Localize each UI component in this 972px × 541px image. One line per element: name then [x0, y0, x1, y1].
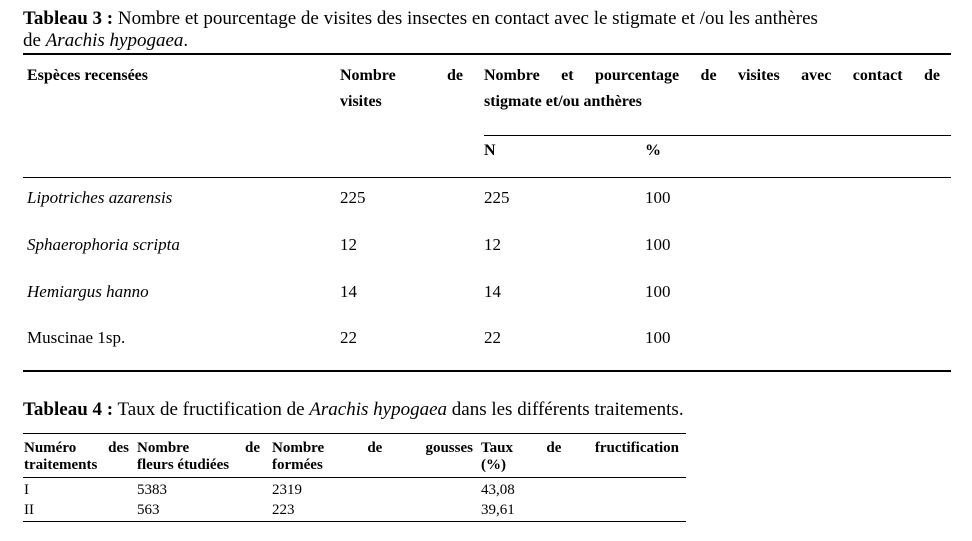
table3-caption-text: Nombre et pourcentage de visites des ins… — [113, 8, 818, 29]
visits-cell: 12 — [340, 235, 357, 254]
pods-cell: 2319 — [272, 482, 302, 498]
table3-caption: Tableau 3 : Nombre et pourcentage de vis… — [23, 8, 818, 30]
header-word: gousses — [425, 440, 473, 456]
table4-top-rule — [23, 433, 686, 434]
table3-caption-prefix: de — [23, 30, 46, 51]
table4-header-col2-line2: fleurs étudiées — [137, 457, 230, 473]
header-word: visites — [737, 67, 780, 84]
table3-header-visits-line2: visites — [340, 93, 382, 110]
n-cell: 12 — [484, 235, 501, 254]
species-cell: Hemiargus hanno — [27, 282, 149, 301]
pct-cell: 100 — [645, 282, 671, 301]
table4-caption-text: Taux de fructification de — [113, 399, 310, 420]
table4-header-col2: Nombre de — [137, 440, 260, 457]
n-cell: 14 — [484, 282, 501, 301]
table4-caption-species: Arachis hypogaea — [309, 399, 448, 420]
species-cell: Lipotriches azarensis — [27, 188, 173, 207]
table4-header-col3-line2: formées — [272, 457, 323, 473]
table3-caption-end: . — [183, 30, 189, 51]
table3-header-contact-line2: stigmate et/ou anthères — [484, 93, 642, 110]
table4-header-col4: Taux de fructification — [481, 440, 679, 457]
flowers-cell: 5383 — [137, 482, 167, 498]
table3-header-visits: Nombre de — [340, 63, 463, 89]
table4-caption-label: Tableau 4 : — [23, 399, 114, 420]
treatment-cell: II — [24, 502, 34, 518]
table3-header-visits-word: de — [447, 67, 463, 84]
visits-cell: 225 — [340, 188, 366, 207]
n-cell: 22 — [484, 328, 501, 347]
species-cell: Sphaerophoria scripta — [27, 235, 180, 254]
header-word: Nombre — [272, 440, 325, 456]
table4-header-col3: Nombre de gousses — [272, 440, 473, 457]
header-word: des — [108, 440, 129, 456]
visits-cell: 22 — [340, 328, 357, 347]
header-word: contact — [852, 67, 903, 84]
table4-caption-end: dans les différents traitements. — [447, 399, 684, 420]
table3-header-contact: Nombre et pourcentage de visites avec contact d… — [484, 63, 940, 89]
pct-cell: 100 — [645, 235, 671, 254]
n-cell: 225 — [484, 188, 510, 207]
header-word: de — [367, 440, 383, 456]
pods-cell: 223 — [272, 502, 295, 518]
table3-header-bottom-rule — [23, 177, 951, 178]
rate-cell: 39,61 — [481, 502, 515, 518]
table3-header-visits-word: Nombre — [340, 67, 396, 84]
table4-header-col4-line2: (%) — [481, 457, 506, 473]
table3-caption-species: Arachis hypogaea — [45, 30, 184, 51]
rate-cell: 43,08 — [481, 482, 515, 498]
table4-caption: Tableau 4 : Taux de fructification de Ar… — [23, 399, 684, 421]
visits-cell: 14 — [340, 282, 357, 301]
table3-header-n: N — [484, 142, 496, 159]
flowers-cell: 563 — [137, 502, 160, 518]
treatment-cell: I — [24, 482, 29, 498]
pct-cell: 100 — [645, 188, 671, 207]
table4-header-col1: Numéro des — [24, 440, 129, 457]
table3-top-rule — [23, 53, 951, 55]
header-word: Taux — [481, 440, 513, 456]
header-word: de — [700, 67, 717, 84]
table3-caption-label: Tableau 3 : — [23, 8, 114, 29]
table4-header-rule — [23, 477, 686, 478]
header-word: pourcentage — [594, 67, 680, 84]
species-cell: Muscinae 1sp. — [27, 328, 126, 347]
header-word: fructification — [594, 440, 679, 456]
table4-bottom-rule — [23, 521, 686, 522]
table3-header-species: Espèces recensées — [27, 67, 148, 84]
header-word: de — [923, 67, 940, 84]
header-word: de — [245, 440, 260, 456]
header-word: et — [561, 67, 574, 84]
table3-subheader-rule — [484, 135, 951, 136]
table3-bottom-rule — [23, 370, 951, 372]
header-word: avec — [801, 67, 832, 84]
header-word: Nombre — [484, 67, 540, 84]
header-word: de — [546, 440, 562, 456]
table4-header-col1-line2: traitements — [24, 457, 98, 473]
pct-cell: 100 — [645, 328, 671, 347]
table3-caption-line2: de Arachis hypogaea. — [23, 30, 188, 52]
header-word: Nombre — [137, 440, 190, 456]
table3-header-pct: % — [645, 142, 661, 159]
header-word: Numéro — [24, 440, 77, 456]
